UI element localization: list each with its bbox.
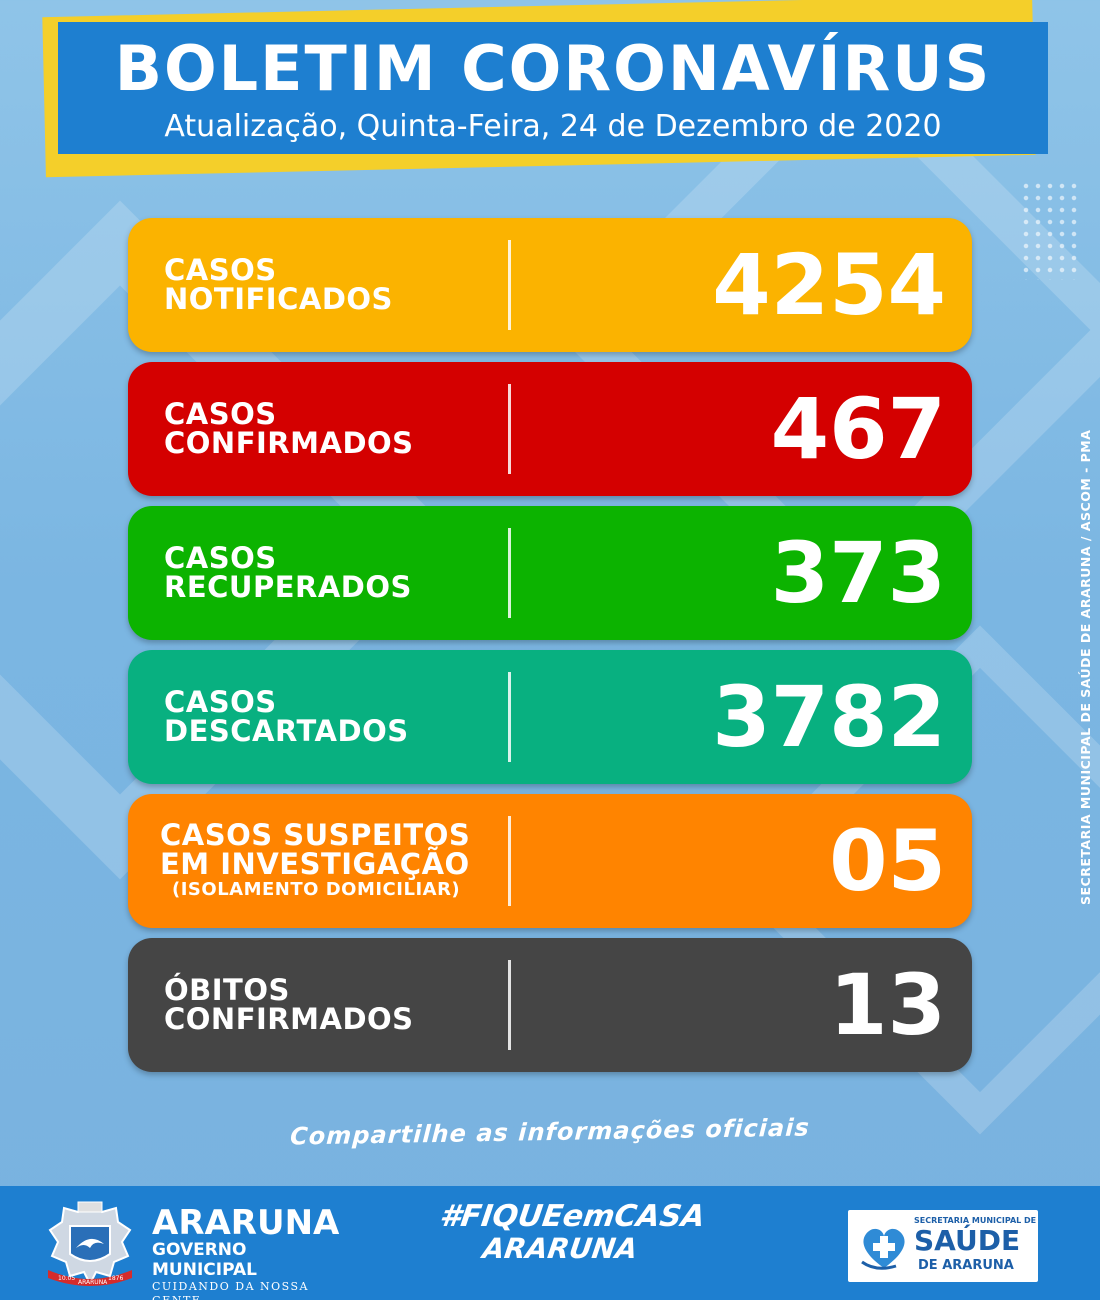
side-credit: SECRETARIA MUNICIPAL DE SAÚDE DE ARARUNA… xyxy=(1078,429,1093,905)
stat-divider xyxy=(508,240,511,330)
hashtag-line: #FIQUEemCASA xyxy=(437,1199,708,1234)
stat-label-note: (ISOLAMENTO DOMICILIAR) xyxy=(172,879,461,900)
stat-label-line: ÓBITOS xyxy=(164,973,290,1007)
share-message: Compartilhe as informações oficiais xyxy=(289,1113,811,1151)
stat-value: 13 xyxy=(829,956,946,1054)
stat-divider xyxy=(508,384,511,474)
stats-list: CASOS NOTIFICADOS 4254 CASOS CONFIRMADOS… xyxy=(128,218,972,1082)
stat-label: CASOS SUSPEITOS EM INVESTIGAÇÃO (ISOLAME… xyxy=(160,794,470,928)
crest-label: 1876 xyxy=(108,1275,123,1282)
crest-label: 10.05 xyxy=(58,1275,75,1282)
stat-card-recuperados: CASOS RECUPERADOS 373 xyxy=(128,506,972,640)
health-heart-icon xyxy=(861,1228,905,1270)
araruna-logo: 10.05 ARARUNA 1876 ARARUNA GOVERNO MUNIC… xyxy=(40,1198,340,1300)
stat-label: CASOS CONFIRMADOS xyxy=(164,362,414,496)
stat-card-obitos: ÓBITOS CONFIRMADOS 13 xyxy=(128,938,972,1072)
saude-secretaria: SECRETARIA MUNICIPAL DE xyxy=(914,1216,1037,1225)
stat-label-line: CONFIRMADOS xyxy=(164,1002,414,1036)
stat-label: CASOS RECUPERADOS xyxy=(164,506,412,640)
stat-value: 373 xyxy=(770,524,946,622)
saude-main: SAÚDE xyxy=(914,1224,1021,1257)
stat-label: ÓBITOS CONFIRMADOS xyxy=(164,938,414,1072)
stat-card-descartados: CASOS DESCARTADOS 3782 xyxy=(128,650,972,784)
stat-card-notificados: CASOS NOTIFICADOS 4254 xyxy=(128,218,972,352)
stat-card-confirmados: CASOS CONFIRMADOS 467 xyxy=(128,362,972,496)
hashtag-logo: #FIQUEemCASA ARARUNA xyxy=(437,1199,708,1284)
stat-value: 4254 xyxy=(712,236,946,334)
background-dots xyxy=(1020,180,1080,280)
saude-logo: SECRETARIA MUNICIPAL DE SAÚDE DE ARARUNA xyxy=(848,1210,1038,1282)
hashtag-line: ARARUNA xyxy=(480,1232,640,1265)
update-date: Atualização, Quinta-Feira, 24 de Dezembr… xyxy=(164,109,942,144)
stat-card-suspeitos: CASOS SUSPEITOS EM INVESTIGAÇÃO (ISOLAME… xyxy=(128,794,972,928)
stat-label-line: EM INVESTIGAÇÃO xyxy=(160,847,470,881)
araruna-wordmark: ARARUNA GOVERNO MUNICIPAL CUIDANDO DA NO… xyxy=(152,1206,340,1300)
city-name: ARARUNA xyxy=(152,1203,340,1243)
header-banner: BOLETIM CORONAVÍRUS Atualização, Quinta-… xyxy=(58,22,1048,154)
page-title: BOLETIM CORONAVÍRUS xyxy=(114,32,992,105)
stat-label-line: DESCARTADOS xyxy=(164,714,409,748)
footer: 10.05 ARARUNA 1876 ARARUNA GOVERNO MUNIC… xyxy=(0,1186,1100,1300)
stat-divider xyxy=(508,528,511,618)
stat-label-line: CASOS xyxy=(164,397,277,431)
stat-value: 467 xyxy=(770,380,946,478)
saude-sub: DE ARARUNA xyxy=(918,1258,1014,1273)
stat-label-line: CASOS xyxy=(164,541,277,575)
stat-label-line: CASOS xyxy=(164,685,277,719)
government-label: GOVERNO MUNICIPAL xyxy=(152,1240,257,1280)
stat-label-line: CONFIRMADOS xyxy=(164,426,414,460)
stat-label-line: RECUPERADOS xyxy=(164,570,412,604)
stat-value: 05 xyxy=(829,812,946,910)
stat-divider xyxy=(508,816,511,906)
stat-label-line: CASOS xyxy=(164,253,277,287)
stat-label: CASOS NOTIFICADOS xyxy=(164,218,393,352)
stat-label-line: CASOS SUSPEITOS xyxy=(160,818,471,852)
stat-divider xyxy=(508,672,511,762)
stat-label-line: NOTIFICADOS xyxy=(164,282,393,316)
crest-label: ARARUNA xyxy=(78,1279,108,1286)
stat-divider xyxy=(508,960,511,1050)
slogan: CUIDANDO DA NOSSA GENTE xyxy=(152,1280,309,1300)
crest-icon: 10.05 ARARUNA 1876 xyxy=(48,1201,132,1287)
stat-label: CASOS DESCARTADOS xyxy=(164,650,409,784)
stat-value: 3782 xyxy=(712,668,946,766)
